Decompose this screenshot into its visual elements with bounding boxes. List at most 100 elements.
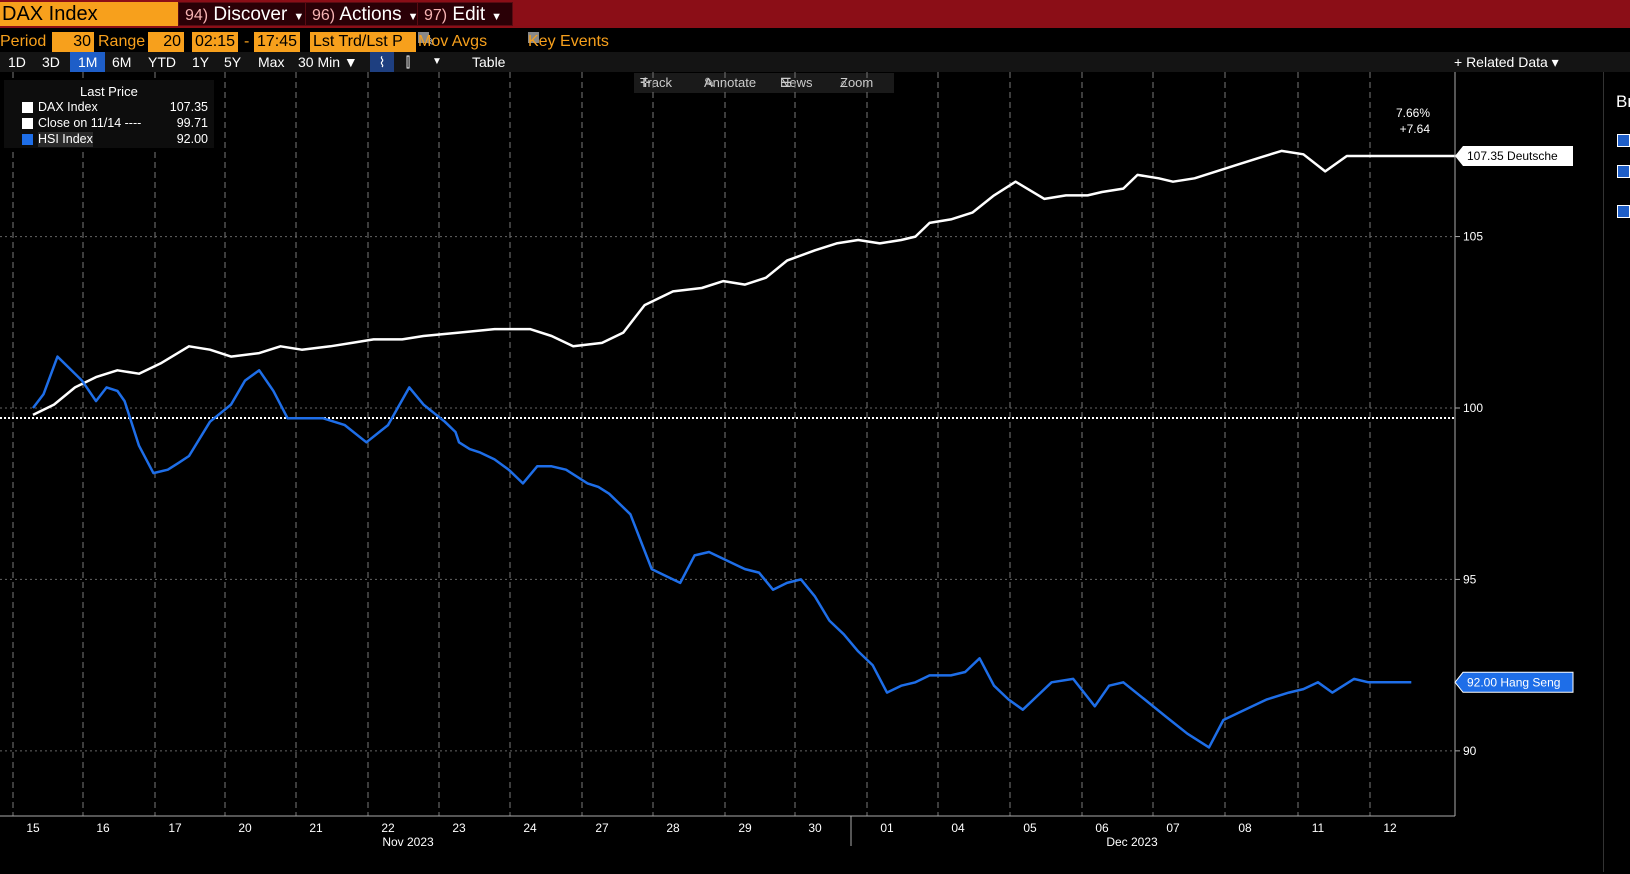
series-line-dax [32, 149, 1497, 417]
range-1d[interactable]: 1D [8, 54, 26, 70]
magnifier-icon: ⌕ [840, 75, 848, 90]
discover-menu-label: Discover [213, 4, 288, 25]
range-5y[interactable]: 5Y [224, 54, 242, 70]
news-label: News [780, 75, 813, 90]
period-field[interactable]: 30 [52, 32, 94, 52]
x-tick-label: 30 [808, 821, 822, 835]
x-tick-label: 27 [595, 821, 609, 835]
key-events-label: Key Events [528, 33, 609, 50]
x-tick-label: 17 [168, 821, 182, 835]
x-tick-label: 11 [1312, 821, 1325, 835]
x-tick-label: 16 [96, 821, 110, 835]
track-label: Track [640, 75, 673, 90]
checkbox-icon[interactable] [1617, 165, 1630, 178]
range-max[interactable]: Max [258, 54, 285, 70]
range-toolbar: 1D 3D 1M 6M YTD 1Y 5Y Max 30 Min ▼ ⌇ ⫿ ▼… [0, 52, 1630, 72]
legend: Last Price DAX Index 107.35 Close on 11/… [4, 80, 214, 148]
range-1m[interactable]: 1M [70, 52, 106, 72]
chart-settings-row: Period 30 Range 20 02:15 - 17:45 Lst Trd… [0, 32, 1630, 52]
x-tick-label: 12 [1383, 821, 1397, 835]
x-tick-label: 29 [738, 821, 752, 835]
abs-change-label: +7.64 [1400, 122, 1431, 136]
chart-type-dropdown-icon[interactable]: ▼ [432, 56, 442, 67]
mov-avgs-label: Mov Avgs [418, 33, 488, 50]
legend-row-close[interactable]: Close on 11/14 ---- 99.71 [8, 116, 208, 131]
x-tick-label: 20 [238, 821, 252, 835]
x-tick-label: 15 [26, 821, 40, 835]
bar-chart-icon[interactable]: ⫿ [405, 54, 411, 70]
legend-value-close: 99.71 [176, 116, 208, 130]
range-1y[interactable]: 1Y [192, 54, 210, 70]
x-month-label: Nov 2023 [382, 835, 434, 849]
chevron-down-icon: ▼ [491, 11, 503, 23]
security-field[interactable]: DAX Index [0, 2, 180, 26]
time-from-field[interactable]: 02:15 [192, 32, 239, 52]
legend-swatch-dax [22, 102, 33, 113]
x-tick-label: 22 [381, 821, 395, 835]
price-type-field[interactable]: Lst Trd/Lst P [310, 32, 416, 52]
legend-swatch-hsi [22, 134, 33, 145]
checkbox-icon [528, 32, 539, 43]
y-tick-label: 100 [1463, 401, 1483, 415]
legend-value-hsi: 92.00 [176, 132, 208, 146]
pct-change-label: 7.66% [1396, 106, 1430, 120]
legend-label-close: Close on 11/14 ---- [38, 116, 142, 130]
edit-menu-label: Edit [452, 4, 486, 25]
legend-label-hsi: HSI Index [38, 132, 93, 147]
line-chart-icon[interactable]: ⌇ [370, 52, 394, 72]
discover-menu-number: 94) [185, 7, 209, 24]
zoom-label: Zoom [840, 75, 874, 90]
y-tick-label: 95 [1463, 572, 1477, 586]
x-tick-label: 04 [951, 821, 965, 835]
actions-menu[interactable]: 96) Actions ▼ [305, 2, 430, 26]
x-tick-label: 07 [1166, 821, 1180, 835]
x-tick-label: 06 [1095, 821, 1109, 835]
annotate-label: Annotate [704, 75, 757, 90]
axes: 105 100 95 90 15 16 17 20 21 22 23 24 27 28 29 30 01 04 05… [0, 72, 1574, 849]
time-to-field[interactable]: 17:45 [254, 32, 301, 52]
grid-lines [0, 72, 1455, 816]
right-panel: Br [1603, 72, 1630, 872]
chart-tools-bar: ✛ Track ✎ Annotate ☰ News ⌕ Zoom [634, 73, 894, 93]
crosshair-icon: ✛ [640, 75, 651, 90]
actions-menu-number: 96) [312, 7, 336, 24]
x-tick-label: 21 [309, 821, 323, 835]
y-tick-label: 105 [1463, 230, 1483, 244]
right-panel-title: Br [1616, 92, 1630, 111]
actions-menu-label: Actions [339, 4, 402, 25]
checkbox-icon[interactable] [1617, 205, 1630, 218]
dax-price-tag [1455, 146, 1573, 166]
edit-menu[interactable]: 97) Edit ▼ [417, 2, 514, 26]
news-icon: ☰ [780, 75, 792, 90]
series-line-hsi [32, 355, 1412, 749]
time-separator: - [244, 33, 250, 50]
x-month-label: Dec 2023 [1106, 835, 1158, 849]
x-tick-label: 28 [666, 821, 680, 835]
mov-avgs-toggle[interactable]: Mov Avgs✎ [418, 32, 487, 52]
x-tick-label: 23 [452, 821, 466, 835]
legend-swatch-close [22, 118, 33, 129]
table-button[interactable]: Table [472, 54, 506, 70]
range-3d[interactable]: 3D [42, 54, 60, 70]
x-tick-label: 08 [1238, 821, 1252, 835]
hsi-price-tag [1454, 671, 1574, 693]
legend-row-dax[interactable]: DAX Index 107.35 [8, 100, 208, 115]
interval-select[interactable]: 30 Min ▼ [298, 54, 358, 70]
range-field[interactable]: 20 [148, 32, 184, 52]
chevron-down-icon: ▼ [293, 11, 305, 23]
legend-row-hsi[interactable]: HSI Index 92.00 [8, 132, 208, 147]
legend-header: Last Price [80, 84, 138, 99]
series-lines [0, 149, 1497, 749]
y-tick-label: 90 [1463, 744, 1477, 758]
chevron-down-icon: ▼ [407, 11, 419, 23]
edit-menu-number: 97) [424, 7, 448, 24]
hsi-price-tag-label: 92.00 Hang Seng [1467, 675, 1560, 689]
pencil-icon: ✎ [704, 75, 715, 90]
range-6m[interactable]: 6M [112, 54, 132, 70]
checkbox-icon [418, 32, 429, 43]
range-ytd[interactable]: YTD [148, 54, 176, 70]
related-data-button[interactable]: + Related Data ▾ [1454, 54, 1559, 70]
x-tick-label: 01 [880, 821, 894, 835]
checkbox-icon[interactable] [1617, 134, 1630, 147]
